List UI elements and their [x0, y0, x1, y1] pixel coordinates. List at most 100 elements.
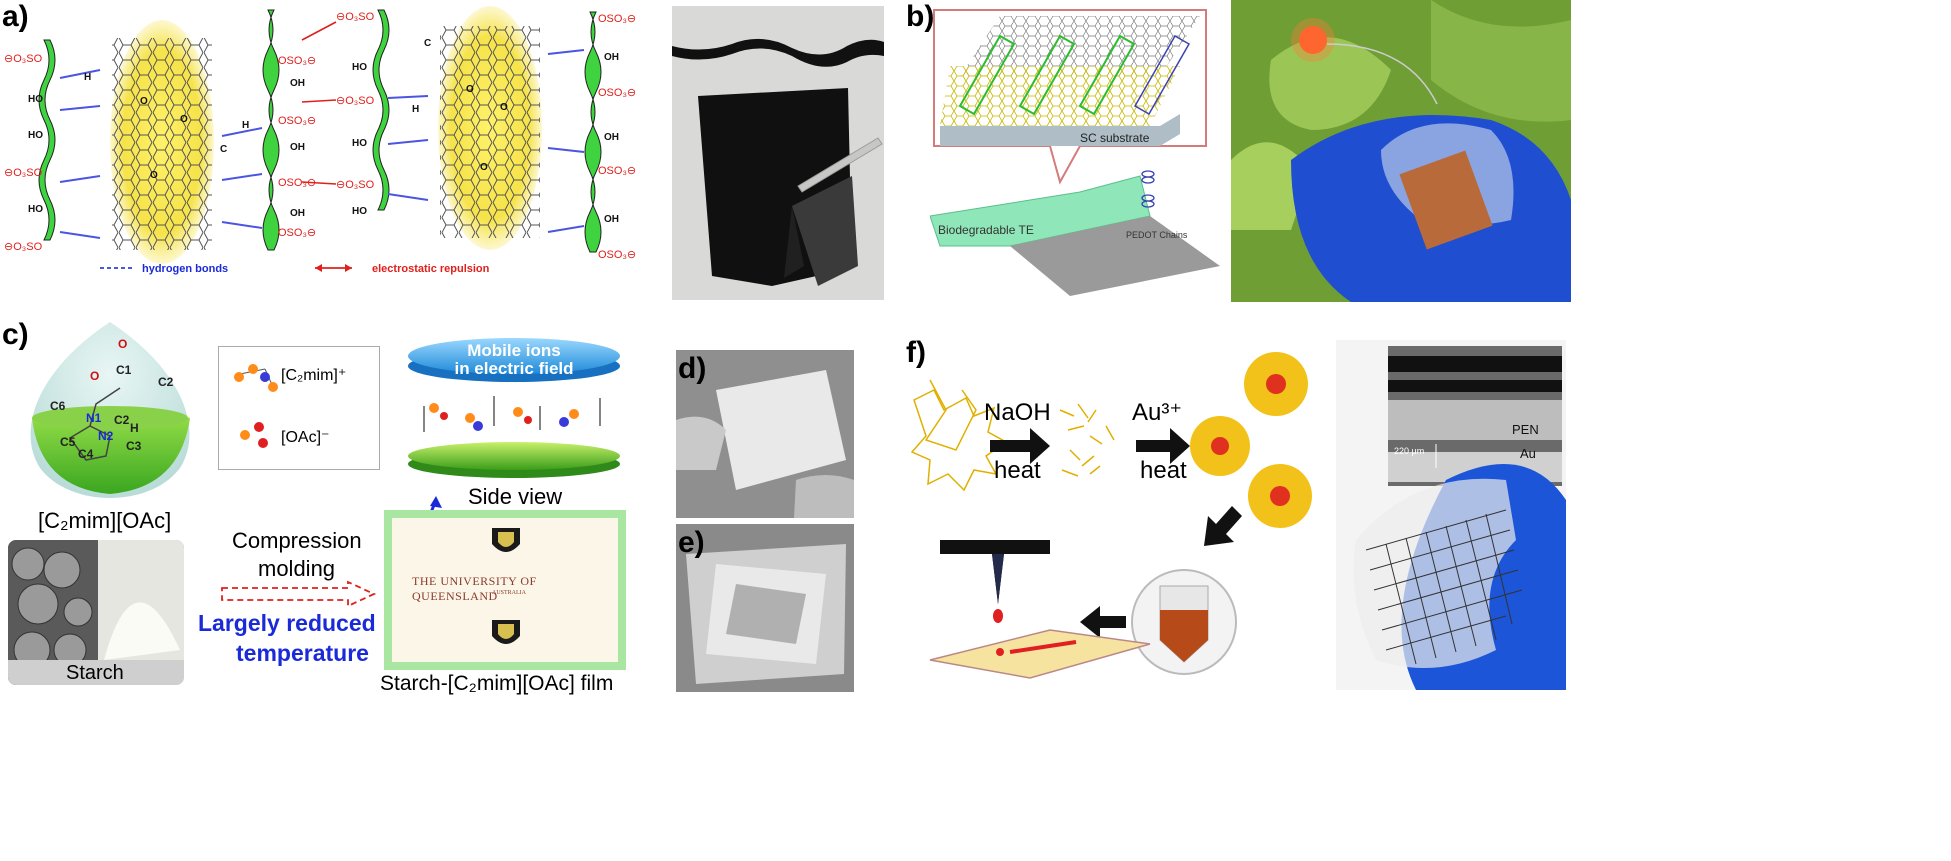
- reaction-arrow-1: [990, 428, 1050, 464]
- uq-sub-wordmark: AUSTRALIA: [492, 590, 526, 596]
- hydroxyl-label: OH: [290, 78, 305, 89]
- step2-top: Au³⁺: [1132, 399, 1182, 426]
- hydroxyl-label: HO: [352, 206, 367, 217]
- black-film-photo: [672, 6, 884, 300]
- hydroxyl-label: OH: [604, 214, 619, 225]
- atom-label: C2: [114, 413, 130, 427]
- uq-crest-icon: [492, 528, 520, 552]
- repulsion-arrows: [301, 21, 337, 185]
- atom-label: C5: [60, 435, 76, 449]
- ionic-liquid-bowl: O O C1 C2 C6 N1 C2 N2 H C5 C4 C3: [30, 322, 190, 498]
- oxygen-label: O: [500, 102, 508, 113]
- hydrogen-label: H: [84, 72, 91, 83]
- cellulose-chain-mid-left: [262, 9, 280, 251]
- reaction-arrow-2: [1136, 428, 1190, 464]
- atom-label: C3: [126, 439, 142, 453]
- oxygen-label: O: [140, 96, 148, 107]
- oxygen-label: O: [466, 84, 474, 95]
- hydrogen-label: H: [412, 104, 419, 115]
- chain-label: PEDOT Chains: [1126, 230, 1188, 240]
- sulfonate-label: ⊖O₃SO: [336, 95, 375, 107]
- atom-label: C6: [50, 399, 66, 413]
- sulfonate-label: OSO₃⊖: [278, 55, 316, 67]
- graphene-sheet-1: [112, 38, 212, 250]
- au-layer-label: Au: [1520, 446, 1536, 461]
- sulfonate-label: OSO₃⊖: [278, 115, 316, 127]
- hydroxyl-label: OH: [604, 52, 619, 63]
- hydrogen-label: H: [242, 120, 249, 131]
- panel-label-c: c): [2, 318, 29, 351]
- uq-wordmark: The University Of Queensland: [412, 574, 537, 603]
- panel-label-b: b): [906, 0, 935, 33]
- carbon-label: C: [424, 38, 431, 49]
- cation-legend-label: [C₂mim]⁺: [281, 367, 347, 384]
- step1-bottom: heat: [994, 457, 1041, 484]
- repulsion-legend-label: electrostatic repulsion: [372, 263, 490, 275]
- atom-label: O: [118, 337, 127, 351]
- atom-label: H: [130, 421, 139, 435]
- hydroxyl-label: HO: [28, 130, 43, 141]
- panel-label-e: e): [678, 526, 705, 559]
- hbond-legend-label: hydrogen bonds: [142, 263, 228, 275]
- process-label-line2: molding: [258, 556, 336, 581]
- atom-label: C4: [78, 447, 94, 461]
- process-label-line1: Compression: [232, 528, 362, 553]
- sulfonate-label: OSO₃⊖: [598, 165, 636, 177]
- oxygen-label: O: [150, 170, 158, 181]
- mobile-ions-line2: in electric field: [454, 359, 573, 378]
- film-label: Starch-[C₂mim][OAc] film: [380, 672, 614, 695]
- ion-legend-box: [C₂mim]⁺ [OAc]⁻: [218, 346, 380, 470]
- starch-film-photo: The University Of Queensland AUSTRALIA: [384, 510, 626, 670]
- sulfonate-label: ⊖O₃SO: [4, 53, 43, 65]
- atom-label: O: [90, 369, 99, 383]
- benefit-label-line2: temperature: [236, 640, 369, 666]
- sulfonate-label: OSO₃⊖: [598, 249, 636, 261]
- hydroxyl-label: HO: [28, 94, 43, 105]
- mobile-ions-line1: Mobile ions: [467, 341, 561, 360]
- benefit-label-line1: Largely reduced: [198, 610, 376, 636]
- film-label: Biodegradable TE: [938, 223, 1034, 237]
- side-view-label: Side view: [468, 484, 563, 509]
- cellulose-chain-right: [584, 11, 602, 253]
- sulfonate-label: ⊖O₃SO: [336, 11, 375, 23]
- step1-top: NaOH: [984, 399, 1051, 426]
- side-view-diagram: Mobile ions in electric field: [408, 338, 620, 478]
- hydroxyl-label: OH: [290, 208, 305, 219]
- panel-label-a: a): [2, 0, 29, 33]
- panel-label-d: d): [678, 352, 707, 385]
- ionic-liquid-label: [C₂mim][OAc]: [38, 508, 172, 533]
- starch-label: Starch: [66, 662, 124, 684]
- hydroxyl-label: HO: [352, 138, 367, 149]
- oxygen-label: O: [180, 114, 188, 125]
- substrate-label: SC substrate: [1080, 131, 1150, 145]
- graphene-sheet-2: [440, 26, 540, 238]
- hydroxyl-label: OH: [604, 132, 619, 143]
- sulfonate-label: OSO₃⊖: [278, 227, 316, 239]
- sulfonate-label: OSO₃⊖: [278, 177, 316, 189]
- hydroxyl-label: OH: [290, 142, 305, 153]
- cellulose-chain-left: [38, 39, 56, 241]
- panel-a-schematic: ⊖O₃SO ⊖O₃SO ⊖O₃SO OSO₃⊖ OSO₃⊖ OSO₃⊖ OSO₃…: [4, 6, 636, 275]
- process-arrow: [221, 580, 377, 608]
- panel-d-photo: [676, 350, 854, 518]
- sulfonate-label: OSO₃⊖: [598, 87, 636, 99]
- anion-legend-label: [OAc]⁻: [281, 429, 330, 446]
- pen-layer-label: PEN: [1512, 422, 1539, 437]
- panel-b-schematic: SC substrate Biodegradable TE PEDOT Chai…: [930, 9, 1220, 296]
- starch-photo: [8, 540, 184, 685]
- carbon-label: C: [220, 144, 227, 155]
- sulfonate-label: ⊖O₃SO: [4, 167, 43, 179]
- hydroxyl-label: HO: [28, 204, 43, 215]
- oxygen-label: O: [480, 162, 488, 173]
- uq-crest-icon: [492, 620, 520, 644]
- hydroxyl-label: HO: [352, 62, 367, 73]
- sulfonate-label: ⊖O₃SO: [4, 241, 43, 253]
- led-glove-photo: [1231, 0, 1571, 302]
- atom-label: N1: [86, 411, 102, 425]
- hydrogen-bond-lines: [59, 49, 585, 239]
- panel-f-schematic: NaOH heat Au³⁺ heat: [910, 352, 1312, 679]
- atom-label: N2: [98, 429, 114, 443]
- flexible-electrode-photo: PEN Au 220 μm: [1336, 340, 1566, 690]
- step2-bottom: heat: [1140, 457, 1187, 484]
- atom-label: C1: [116, 363, 132, 377]
